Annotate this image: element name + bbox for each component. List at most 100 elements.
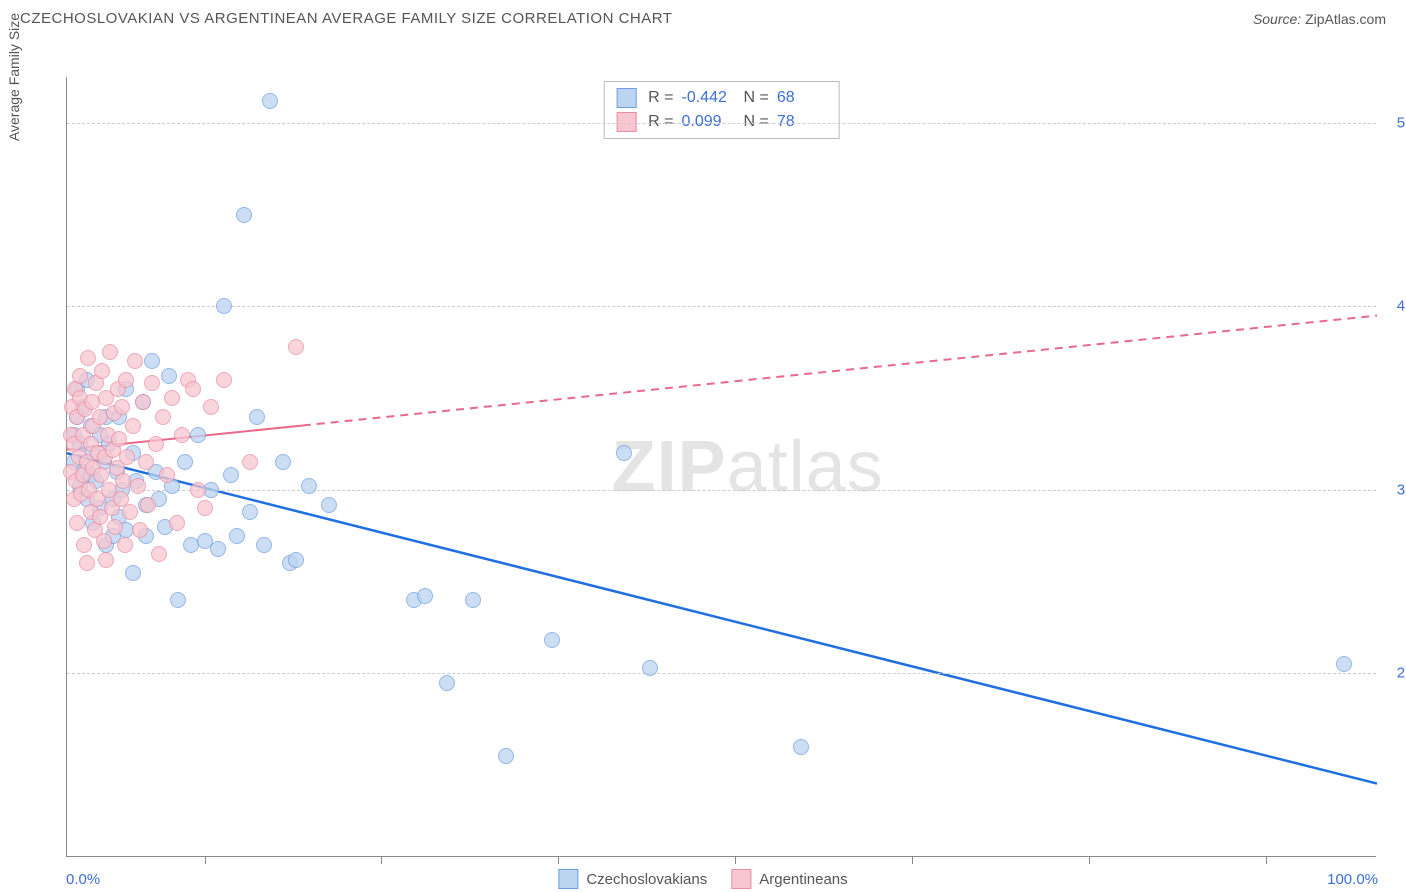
scatter-point [111, 431, 127, 447]
scatter-point [170, 592, 186, 608]
watermark-zip: ZIP [612, 427, 727, 507]
stat-r-label: R = [648, 86, 673, 110]
scatter-point [144, 353, 160, 369]
scatter-point [148, 436, 164, 452]
trend-lines [67, 77, 1377, 857]
legend-item: Czechoslovakians [558, 869, 707, 889]
scatter-point [132, 522, 148, 538]
bottom-legend: Czechoslovakians Argentineans [558, 869, 847, 889]
scatter-point [96, 533, 112, 549]
scatter-point [69, 515, 85, 531]
gridline-h [67, 123, 1376, 124]
legend-swatch [616, 88, 636, 108]
scatter-point [236, 207, 252, 223]
scatter-point [216, 298, 232, 314]
scatter-point [119, 449, 135, 465]
scatter-point [793, 739, 809, 755]
gridline-h [67, 490, 1376, 491]
scatter-point [216, 372, 232, 388]
legend-swatch [731, 869, 751, 889]
scatter-point [93, 467, 109, 483]
watermark: ZIPatlas [612, 426, 884, 508]
stat-r-value: -0.442 [682, 86, 732, 110]
plot-region: ZIPatlas R =-0.442N =68R = 0.099N =78 2.… [66, 77, 1376, 857]
scatter-point [249, 409, 265, 425]
x-axis-label-left: 0.0% [66, 871, 100, 888]
scatter-point [107, 519, 123, 535]
y-tick-label: 3.00 [1381, 481, 1406, 498]
scatter-point [130, 478, 146, 494]
scatter-point [98, 552, 114, 568]
scatter-point [321, 497, 337, 513]
scatter-point [151, 546, 167, 562]
legend-label: Czechoslovakians [586, 871, 707, 888]
scatter-point [155, 409, 171, 425]
scatter-point [190, 427, 206, 443]
scatter-point [174, 427, 190, 443]
scatter-point [138, 454, 154, 470]
x-tick [735, 856, 736, 864]
x-tick [205, 856, 206, 864]
scatter-point [125, 565, 141, 581]
watermark-atlas: atlas [727, 427, 884, 507]
scatter-point [72, 368, 88, 384]
x-tick [381, 856, 382, 864]
scatter-point [76, 537, 92, 553]
scatter-point [127, 353, 143, 369]
scatter-point [223, 467, 239, 483]
chart-title: CZECHOSLOVAKIAN VS ARGENTINEAN AVERAGE F… [20, 10, 672, 27]
scatter-point [79, 555, 95, 571]
scatter-point [288, 552, 304, 568]
gridline-h [67, 673, 1376, 674]
x-tick [558, 856, 559, 864]
x-axis-label-right: 100.0% [1327, 871, 1378, 888]
scatter-point [242, 454, 258, 470]
scatter-point [262, 93, 278, 109]
scatter-point [114, 399, 130, 415]
scatter-point [210, 541, 226, 557]
scatter-point [190, 482, 206, 498]
x-tick [1089, 856, 1090, 864]
scatter-point [498, 748, 514, 764]
scatter-point [118, 372, 134, 388]
scatter-point [185, 381, 201, 397]
scatter-point [642, 660, 658, 676]
source-label: Source: [1253, 11, 1301, 27]
source-value: ZipAtlas.com [1305, 11, 1386, 27]
scatter-point [544, 632, 560, 648]
scatter-point [1336, 656, 1352, 672]
x-tick [912, 856, 913, 864]
scatter-point [94, 363, 110, 379]
stat-n-label: N = [744, 86, 769, 110]
x-tick [1266, 856, 1267, 864]
legend-label: Argentineans [759, 871, 847, 888]
chart-source: Source: ZipAtlas.com [1253, 11, 1386, 27]
scatter-point [275, 454, 291, 470]
scatter-point [169, 515, 185, 531]
scatter-point [439, 675, 455, 691]
scatter-point [242, 504, 258, 520]
scatter-point [203, 399, 219, 415]
scatter-point [117, 537, 133, 553]
scatter-point [102, 344, 118, 360]
stats-legend-box: R =-0.442N =68R = 0.099N =78 [603, 81, 840, 139]
y-tick-label: 4.00 [1381, 298, 1406, 315]
scatter-point [144, 375, 160, 391]
scatter-point [301, 478, 317, 494]
stat-n-value: 68 [777, 86, 827, 110]
legend-swatch [558, 869, 578, 889]
legend-item: Argentineans [731, 869, 847, 889]
scatter-point [256, 537, 272, 553]
scatter-point [177, 454, 193, 470]
scatter-point [616, 445, 632, 461]
scatter-point [465, 592, 481, 608]
scatter-point [135, 394, 151, 410]
scatter-point [125, 418, 141, 434]
scatter-point [164, 390, 180, 406]
scatter-point [197, 500, 213, 516]
scatter-point [288, 339, 304, 355]
scatter-point [122, 504, 138, 520]
scatter-point [140, 497, 156, 513]
y-tick-label: 5.00 [1381, 114, 1406, 131]
y-axis-title: Average Family Size [6, 13, 22, 141]
